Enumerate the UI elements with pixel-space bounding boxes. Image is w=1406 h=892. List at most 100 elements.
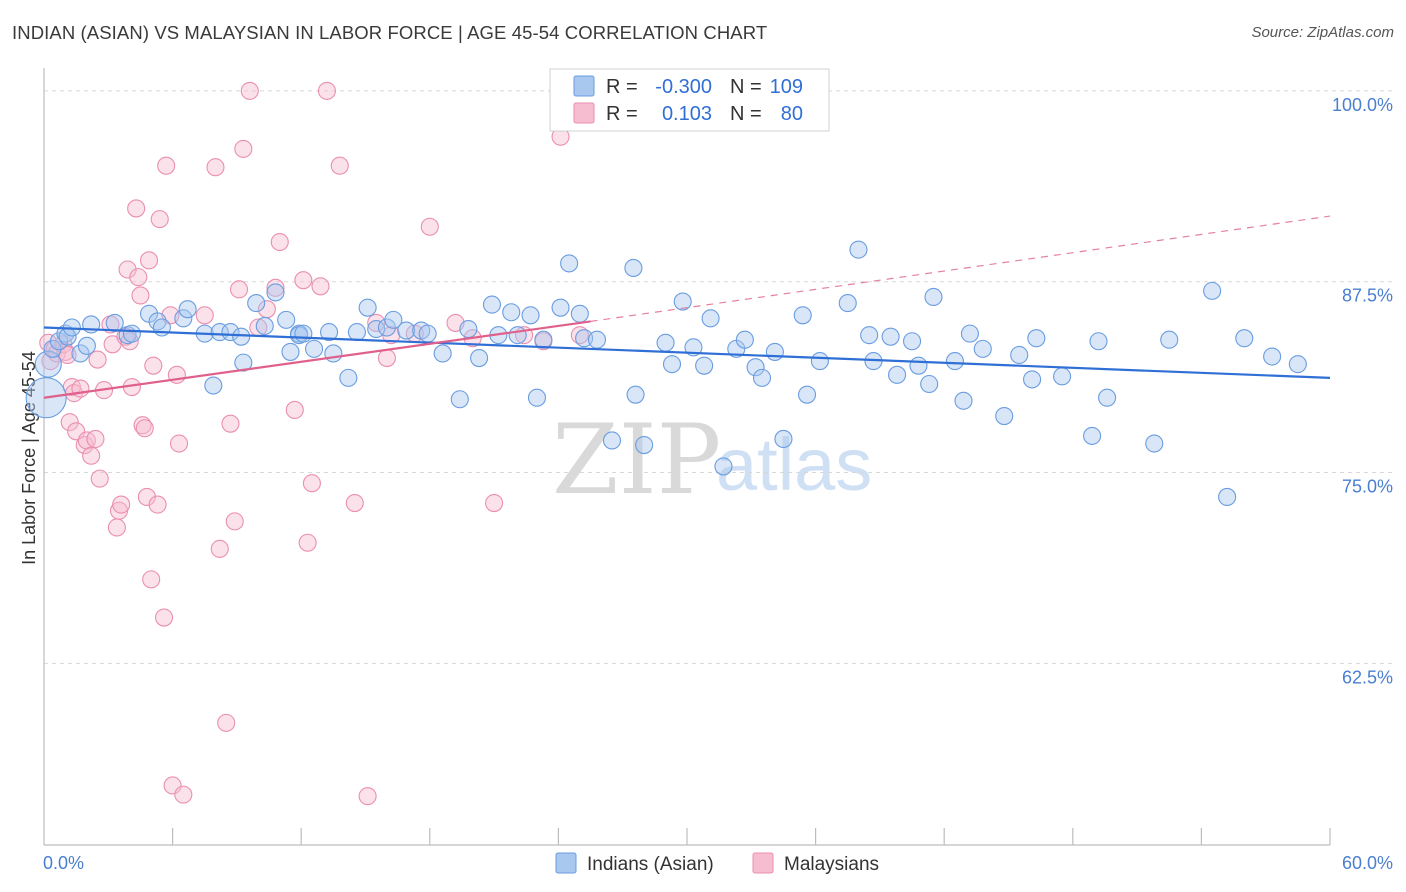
indians-point xyxy=(570,304,589,323)
indians-point xyxy=(656,333,675,352)
indians-point xyxy=(1098,388,1117,407)
malaysians-point xyxy=(107,518,126,537)
indians-point xyxy=(849,240,868,259)
indians-points xyxy=(25,240,1307,507)
malaysians-point xyxy=(345,494,364,513)
indians-point xyxy=(1160,330,1179,349)
indians-point xyxy=(521,306,540,325)
indians-point xyxy=(281,342,300,361)
malaysians-point xyxy=(137,487,156,507)
indians-point xyxy=(774,429,793,448)
malaysians-point xyxy=(131,286,150,305)
indians-point xyxy=(810,352,829,371)
indians-point xyxy=(433,344,452,363)
bottom-legend-label-indians: Indians (Asian) xyxy=(587,854,714,875)
indians-point xyxy=(470,348,489,368)
indians-point xyxy=(635,436,654,455)
indians-point xyxy=(1010,345,1029,365)
y-tick-label: 62.5% xyxy=(1342,667,1393,687)
indians-point xyxy=(210,323,229,342)
legend-r-value-1: -0.300 xyxy=(655,76,712,98)
indians-point xyxy=(347,323,366,342)
indians-point xyxy=(1023,370,1042,389)
malaysians-point xyxy=(154,608,174,627)
x-axis-ticks xyxy=(172,828,1331,845)
indians-point xyxy=(105,313,124,332)
x-tick-label-min: 0.0% xyxy=(43,853,84,873)
malaysians-point xyxy=(129,268,148,287)
indians-point xyxy=(662,355,682,374)
indians-point xyxy=(232,327,251,346)
indians-point xyxy=(294,324,313,343)
grid xyxy=(44,90,1394,664)
malaysians-point xyxy=(240,81,259,100)
legend-n-label-2: N = xyxy=(730,103,762,125)
malaysians-point xyxy=(142,570,161,589)
malaysians-point xyxy=(135,419,154,438)
indians-point xyxy=(945,352,964,371)
legend-n-value-1: 109 xyxy=(770,76,803,98)
y-tick-label: 75.0% xyxy=(1342,477,1393,497)
indians-point xyxy=(673,292,692,311)
malaysians-point xyxy=(157,156,176,175)
indians-point xyxy=(1203,281,1222,300)
bottom-legend-swatch-malaysians xyxy=(752,852,774,874)
y-axis-ticks: 100.0% 87.5% 75.0% 62.5% xyxy=(1332,95,1393,687)
indians-point xyxy=(746,358,765,377)
legend-box xyxy=(549,68,830,132)
indians-point xyxy=(973,339,992,358)
watermark: ZIP atlas xyxy=(552,404,872,516)
malaysians-point xyxy=(270,232,289,252)
malaysians-point xyxy=(195,306,214,325)
malaysians-point xyxy=(311,277,330,296)
malaysians-point xyxy=(75,436,94,455)
malaysians-point xyxy=(285,400,304,419)
legend-r-label-1: R = xyxy=(606,76,638,98)
legend-r-label-2: R = xyxy=(606,103,638,125)
malaysians-point xyxy=(225,512,244,531)
indians-point xyxy=(838,294,857,313)
indians-point xyxy=(924,287,943,307)
source-label: Source: ZipAtlas.com xyxy=(1251,24,1394,41)
malaysians-point xyxy=(229,280,249,299)
malaysians-point xyxy=(298,533,317,552)
indians-point xyxy=(247,294,266,313)
indians-point xyxy=(793,306,812,325)
indians-point xyxy=(77,336,96,355)
indians-point xyxy=(602,431,622,450)
indians-point xyxy=(735,330,754,349)
malaysians-point xyxy=(217,713,236,732)
bottom-legend-label-malaysians: Malaysians xyxy=(784,854,879,875)
indians-point xyxy=(902,332,922,351)
watermark-zip: ZIP xyxy=(552,404,721,516)
indians-point xyxy=(527,388,547,407)
indians-point xyxy=(358,298,377,317)
indians-point xyxy=(626,385,645,404)
indians-point xyxy=(1288,355,1307,374)
malaysians-point xyxy=(210,539,229,558)
malaysians-point xyxy=(221,414,240,433)
malaysians-point xyxy=(118,260,137,279)
malaysians-point xyxy=(206,158,225,177)
indians-point xyxy=(384,310,403,329)
bottom-legend: Indians (Asian) Malaysians xyxy=(555,852,879,875)
malaysians-point xyxy=(86,429,105,448)
indians-point xyxy=(920,374,939,394)
indians-point xyxy=(43,339,62,358)
bottom-legend-swatch-indians xyxy=(555,852,577,874)
indians-point xyxy=(255,316,274,336)
indians-point xyxy=(714,457,733,476)
malaysians-point xyxy=(144,356,163,375)
indians-point xyxy=(234,353,253,372)
malaysians-point xyxy=(139,251,159,270)
malaysians-point xyxy=(294,271,313,290)
legend-swatch-indians xyxy=(573,75,595,97)
malaysians-point xyxy=(358,787,377,806)
indians-point xyxy=(1053,367,1072,386)
indians-point xyxy=(221,323,240,342)
malaysians-point xyxy=(148,495,167,514)
indians-point xyxy=(1235,329,1254,348)
malaysians-point xyxy=(420,217,439,236)
indians-point xyxy=(450,390,469,409)
